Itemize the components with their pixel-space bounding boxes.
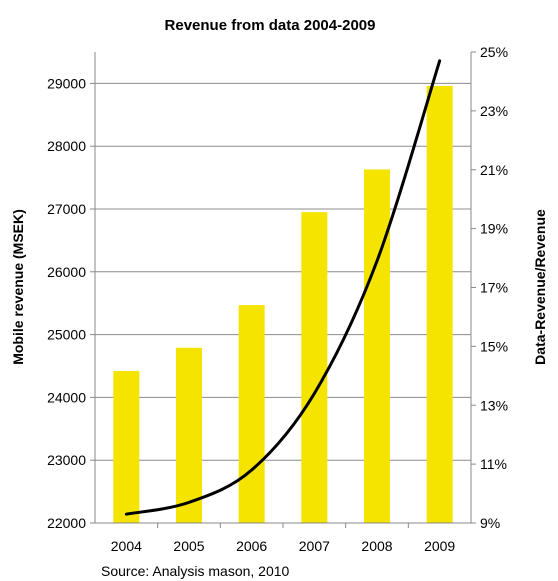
left-tick-label: 23000 bbox=[47, 452, 86, 468]
ratio-line-group bbox=[124, 59, 442, 516]
left-tick-label: 22000 bbox=[47, 515, 86, 531]
left-tick-label: 27000 bbox=[47, 201, 86, 217]
bars bbox=[113, 85, 453, 524]
right-tick-label: 9% bbox=[480, 515, 500, 531]
x-tick-labels: 2004 2005 2006 2007 2008 2009 bbox=[111, 523, 455, 554]
right-tick-label: 17% bbox=[480, 280, 508, 296]
bar-2005 bbox=[176, 347, 202, 523]
x-tick-label: 2007 bbox=[299, 538, 330, 554]
bar-2007 bbox=[301, 212, 328, 523]
right-tick-label: 11% bbox=[480, 456, 507, 472]
left-tick-labels: 22000 23000 24000 25000 26000 27000 28000 29000 bbox=[47, 75, 95, 531]
x-tick-label: 2008 bbox=[361, 538, 392, 554]
right-tick-labels: 9% 11% 13% 15% 17% 19% 21% 23% 25% bbox=[471, 44, 508, 531]
bar-2004 bbox=[113, 371, 140, 523]
bar-2009 bbox=[426, 85, 453, 524]
x-tick-label: 2004 bbox=[111, 538, 142, 554]
right-tick-label: 15% bbox=[480, 338, 508, 354]
chart-title: Revenue from data 2004-2009 bbox=[165, 17, 376, 34]
y-axis-title: Mobile revenue (MSEK) bbox=[10, 209, 26, 365]
right-tick-label: 13% bbox=[480, 397, 508, 413]
left-tick-label: 25000 bbox=[47, 327, 86, 343]
left-tick-label: 24000 bbox=[47, 389, 86, 405]
left-tick-label: 28000 bbox=[47, 138, 86, 154]
bar-2006 bbox=[238, 305, 265, 523]
right-tick-label: 19% bbox=[480, 221, 508, 237]
left-tick-label: 26000 bbox=[47, 264, 86, 280]
ratio-line bbox=[124, 59, 442, 516]
x-tick-label: 2006 bbox=[236, 538, 267, 554]
left-tick-label: 29000 bbox=[47, 75, 86, 91]
axes bbox=[94, 52, 472, 524]
source-note: Source: Analysis mason, 2010 bbox=[101, 563, 290, 579]
gridlines bbox=[95, 82, 471, 461]
right-tick-label: 21% bbox=[480, 162, 508, 178]
right-tick-label: 23% bbox=[480, 103, 508, 119]
x-tick-label: 2009 bbox=[424, 538, 455, 554]
y2-axis-title: Data-Revenue/Revenue bbox=[532, 209, 548, 365]
bar-2008 bbox=[364, 169, 390, 523]
x-tick-label: 2005 bbox=[173, 538, 204, 554]
right-tick-label: 25% bbox=[480, 44, 508, 60]
